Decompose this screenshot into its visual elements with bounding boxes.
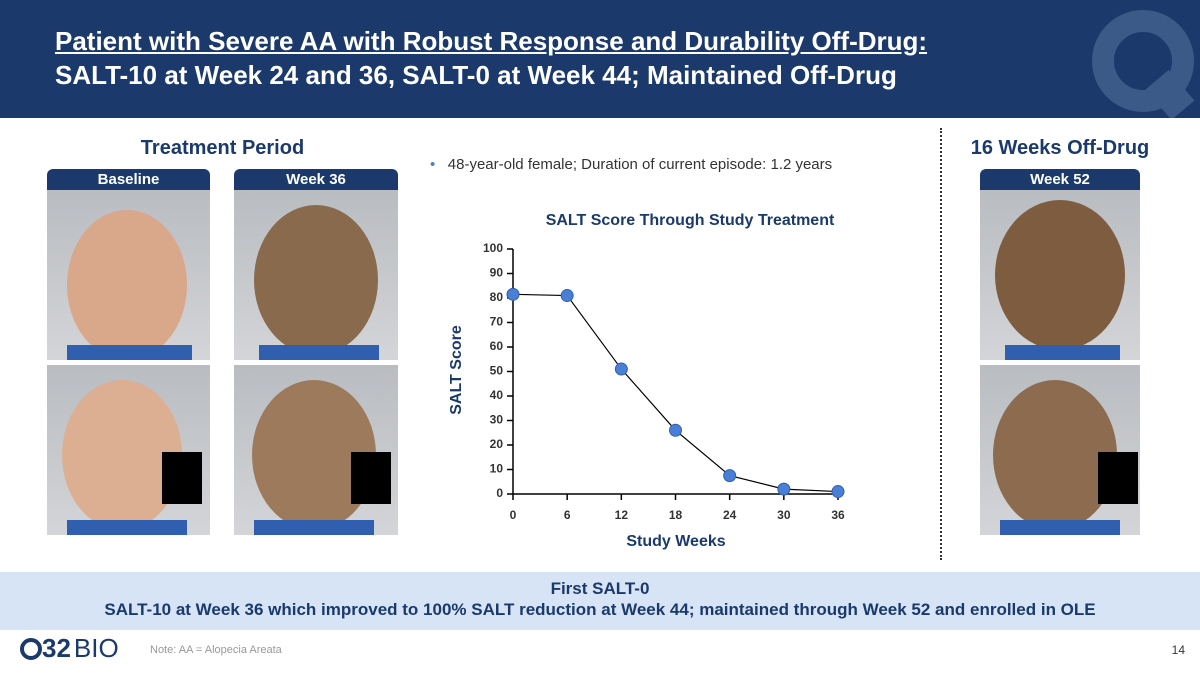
x-tick-label: 24: [723, 508, 737, 522]
note: Note: AA = Alopecia Areata: [150, 644, 282, 656]
point: [777, 482, 791, 496]
chart: SALT Score Through Study Treatment SALT …: [448, 212, 845, 550]
banner-text: SALT-10 at Week 36 which improved to 100…: [104, 600, 1096, 619]
bullet-text: 48-year-old female; Duration of current …: [447, 156, 833, 173]
y-tick-label: 50: [490, 364, 504, 378]
photo-label: Baseline: [47, 169, 210, 190]
photo: [47, 190, 210, 360]
point: [723, 469, 737, 483]
banner-title: First SALT-0: [550, 579, 650, 598]
y-tick-label: 90: [490, 266, 504, 280]
point: [669, 423, 682, 437]
page-number: 14: [1171, 643, 1185, 657]
section-heading: Treatment Period: [140, 137, 305, 159]
y-tick-label: 30: [490, 413, 504, 427]
x-axis-label: Study Weeks: [626, 533, 725, 550]
y-tick-label: 40: [490, 388, 504, 402]
y-tick-label: 20: [490, 437, 504, 451]
chart-title: SALT Score Through Study Treatment: [546, 212, 835, 229]
title-line: Patient with Severe AA with Robust Respo…: [55, 26, 928, 56]
y-axis-label: SALT Score: [448, 325, 465, 415]
photo-label: Week 36: [234, 169, 398, 190]
bullet: • 48-year-old female; Duration of curren…: [430, 156, 833, 173]
logo-mark: [1092, 10, 1195, 118]
y-tick-label: 10: [490, 462, 504, 476]
photo-label: Week 52: [980, 169, 1140, 190]
point: [560, 289, 574, 303]
y-tick-label: 0: [496, 486, 503, 500]
section-heading: 16 Weeks Off-Drug: [970, 137, 1150, 159]
title-line: SALT-10 at Week 24 and 36, SALT-0 at Wee…: [55, 60, 897, 90]
photo: [234, 365, 398, 535]
x-tick-label: 18: [669, 508, 683, 522]
x-tick-label: 30: [777, 508, 791, 522]
divider: [940, 128, 942, 560]
brand-number: 32: [42, 633, 71, 663]
y-tick-label: 80: [490, 290, 504, 304]
x-tick-label: 36: [831, 508, 845, 522]
x-tick-label: 12: [615, 508, 629, 522]
brand-word: BIO: [73, 633, 119, 663]
photo: [47, 365, 210, 535]
photo: [980, 190, 1140, 360]
y-tick-label: 60: [490, 339, 504, 353]
x-tick-label: 6: [564, 508, 571, 522]
banner: First SALT-0 SALT-10 at Week 36 which im…: [0, 572, 1200, 630]
y-tick-label: 100: [483, 241, 503, 255]
brand-logo: 32 BIO: [20, 633, 119, 663]
y-tick-label: 70: [490, 315, 504, 329]
point: [506, 287, 520, 301]
photo: [980, 365, 1140, 535]
x-tick-label: 0: [510, 508, 517, 522]
line: [512, 293, 839, 493]
header-bar: Patient with Severe AA with Robust Respo…: [0, 0, 1200, 118]
point: [614, 362, 628, 376]
photo: [234, 190, 398, 360]
point: [831, 485, 845, 499]
